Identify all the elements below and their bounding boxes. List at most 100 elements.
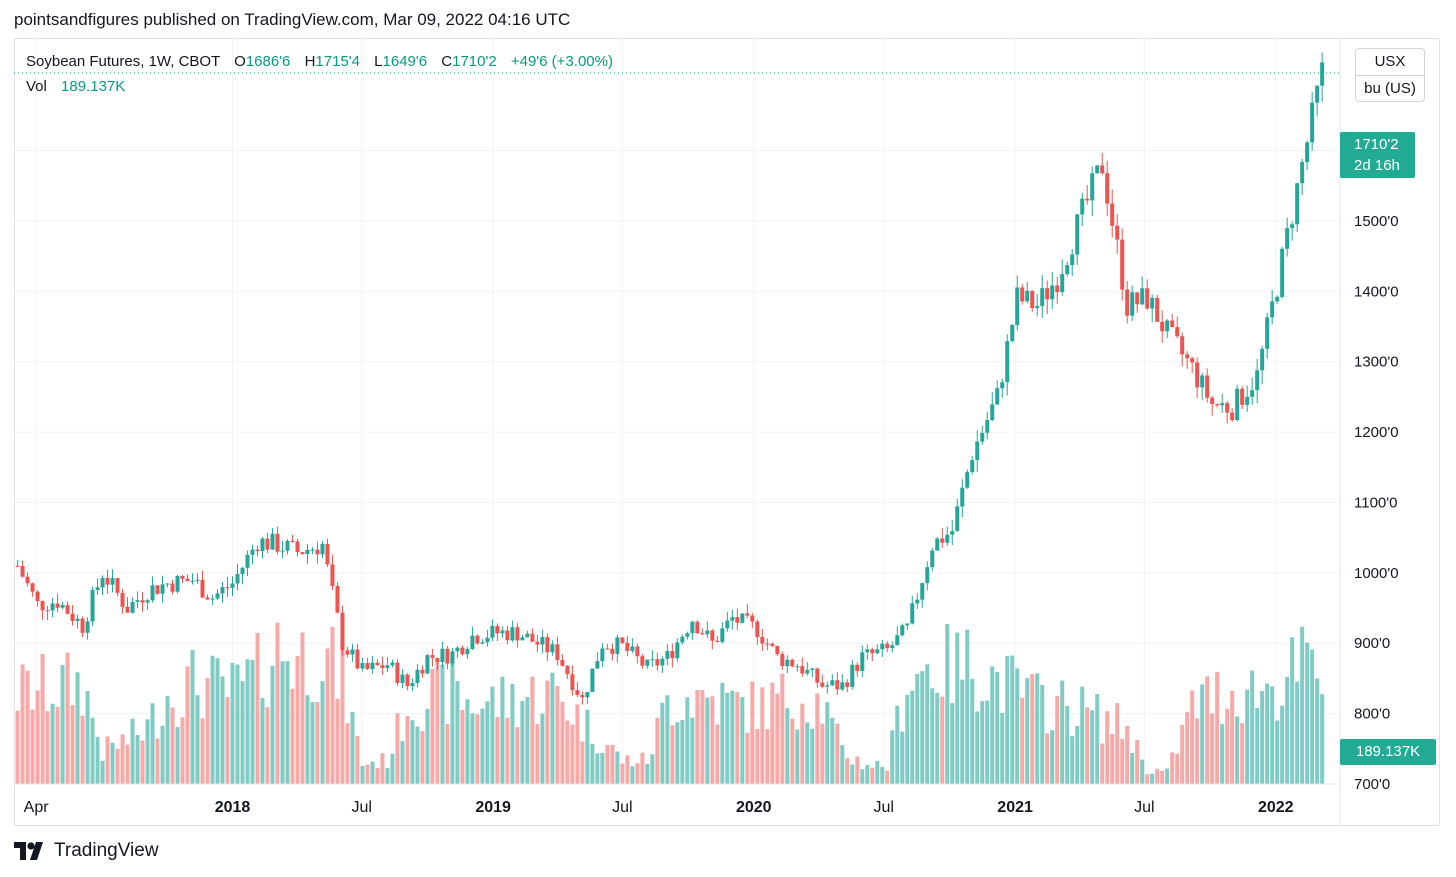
candle-body [515, 627, 520, 641]
candle-body [705, 630, 710, 635]
volume-bar [1005, 655, 1010, 784]
volume-bar [730, 690, 735, 784]
volume-bar [280, 661, 285, 784]
volume-bar [955, 632, 960, 784]
volume-bar [420, 730, 425, 784]
candle-body [360, 663, 365, 669]
candle-body [830, 680, 835, 686]
candle-body [315, 549, 320, 555]
candle-body [385, 665, 390, 669]
volume-bar [120, 734, 125, 784]
volume-bar [1160, 770, 1165, 784]
candle-body [340, 612, 345, 651]
x-tick-label: 2022 [1258, 799, 1294, 816]
candle-body [1035, 306, 1040, 309]
volume-bar [880, 766, 885, 784]
candle-body [1195, 362, 1200, 388]
volume-bar [885, 770, 890, 784]
candle-body [725, 620, 730, 629]
volume-bar [760, 687, 765, 784]
candle-body [115, 578, 120, 593]
volume-bar [950, 703, 955, 784]
volume-bar [300, 632, 305, 784]
volume-bar [355, 735, 360, 784]
volume-label: Vol [26, 78, 47, 95]
candle-body [1010, 325, 1015, 342]
volume-bar [370, 761, 375, 784]
x-tick-label: Jul [352, 799, 372, 816]
volume-bar [915, 674, 920, 784]
volume-bar [325, 648, 330, 784]
volume-bar [745, 732, 750, 784]
volume-bar [440, 664, 445, 784]
candle-body [180, 575, 185, 579]
volume-bar [1155, 768, 1160, 784]
currency-unit[interactable]: USX [1374, 53, 1406, 70]
volume-bar [180, 717, 185, 784]
candle-body [715, 640, 720, 642]
candle-body [330, 564, 335, 587]
candle-body [645, 659, 650, 666]
volume-bar [95, 736, 100, 784]
volume-bar [1105, 711, 1110, 784]
candle-body [700, 633, 705, 635]
candle-body [160, 584, 165, 594]
volume-bar [700, 689, 705, 784]
y-tick-label: 1200'0 [1354, 424, 1399, 441]
candle-body [690, 621, 695, 634]
volume-bar [780, 673, 785, 784]
candle-body [780, 654, 785, 667]
candle-body [205, 597, 210, 600]
volume-bar [1115, 703, 1120, 784]
candle-body [930, 550, 935, 568]
volume-bar [560, 701, 565, 784]
volume-bar [1050, 730, 1055, 784]
volume-bar [470, 713, 475, 784]
candle-body [100, 577, 105, 588]
candle-body [275, 533, 280, 552]
candle-body [1160, 321, 1165, 332]
candle-body [855, 664, 860, 671]
candle-body [630, 646, 635, 651]
candle-body [295, 541, 300, 553]
tradingview-logo[interactable]: TradingView [14, 840, 159, 862]
candle-body [650, 659, 655, 661]
publisher-caption: pointsandfigures published on TradingVie… [14, 10, 571, 29]
candle-body [105, 577, 110, 585]
open-label: O [234, 53, 246, 70]
candle-body [425, 655, 430, 674]
candle-body [345, 650, 350, 655]
candle-body [560, 659, 565, 666]
candle-body [1190, 358, 1195, 363]
volume-bar [615, 751, 620, 784]
candle-body [975, 441, 980, 461]
volume-bar [930, 688, 935, 784]
low-label: L [374, 53, 383, 70]
volume-bar [1255, 707, 1260, 784]
candle-body [1000, 382, 1005, 389]
candle-body [1020, 287, 1025, 302]
candle-body [80, 618, 85, 633]
volume-bar [1195, 718, 1200, 784]
candle-body [45, 610, 50, 612]
candle-body [155, 585, 160, 594]
brand-name: TradingView [54, 840, 159, 861]
quantity-unit[interactable]: bu (US) [1356, 75, 1424, 102]
volume-bar [580, 741, 585, 784]
volume-bar [360, 765, 365, 784]
volume-bar [985, 700, 990, 784]
volume-bar [715, 724, 720, 784]
volume-bar [60, 665, 65, 784]
volume-bar [1260, 691, 1265, 784]
volume-bar [1220, 724, 1225, 784]
candle-body [455, 647, 460, 652]
volume-bar [190, 649, 195, 784]
candle-body [1155, 297, 1160, 322]
volume-bar [550, 672, 555, 784]
unit-selector[interactable]: USX bu (US) [1355, 48, 1425, 102]
candle-body [245, 554, 250, 568]
volume-bar [1090, 710, 1095, 784]
volume-bar [20, 664, 25, 784]
candle-body [1135, 292, 1140, 305]
